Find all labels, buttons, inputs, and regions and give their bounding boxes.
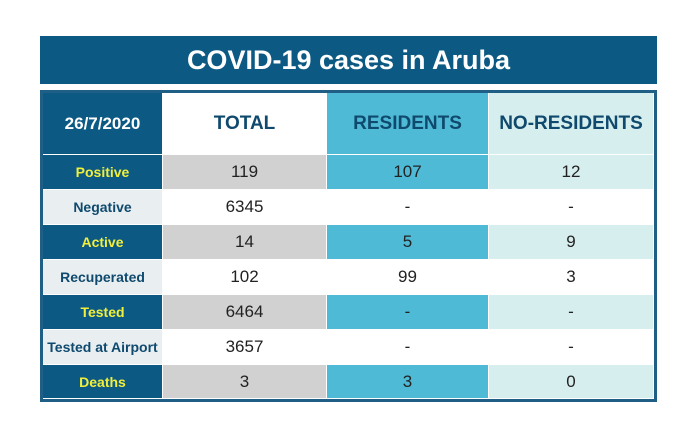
positive-total: 119 — [163, 155, 327, 190]
covid-stats-card: COVID-19 cases in Aruba 26/7/2020 TOTAL … — [40, 36, 657, 402]
no-residents-column-header: NO-RESIDENTS — [489, 93, 654, 155]
recuperated-no-residents: 3 — [489, 260, 654, 295]
stats-table: 26/7/2020 TOTAL RESIDENTS NO-RESIDENTS P… — [43, 93, 654, 399]
row-label-recuperated: Recuperated — [43, 260, 163, 295]
residents-column-header: RESIDENTS — [327, 93, 489, 155]
row-label-negative: Negative — [43, 190, 163, 225]
tested-at-airport-total: 3657 — [163, 330, 327, 365]
negative-total: 6345 — [163, 190, 327, 225]
row-label-active: Active — [43, 225, 163, 260]
tested-at-airport-no-residents: - — [489, 330, 654, 365]
positive-no-residents: 12 — [489, 155, 654, 190]
active-no-residents: 9 — [489, 225, 654, 260]
tested-no-residents: - — [489, 295, 654, 330]
row-label-positive: Positive — [43, 155, 163, 190]
row-label-tested-at-airport: Tested at Airport — [43, 330, 163, 365]
recuperated-residents: 99 — [327, 260, 489, 295]
active-residents: 5 — [327, 225, 489, 260]
negative-residents: - — [327, 190, 489, 225]
recuperated-total: 102 — [163, 260, 327, 295]
tested-residents: - — [327, 295, 489, 330]
deaths-residents: 3 — [327, 365, 489, 399]
table-title: COVID-19 cases in Aruba — [40, 36, 657, 84]
date-header: 26/7/2020 — [43, 93, 163, 155]
row-label-tested: Tested — [43, 295, 163, 330]
negative-no-residents: - — [489, 190, 654, 225]
row-label-deaths: Deaths — [43, 365, 163, 399]
tested-total: 6464 — [163, 295, 327, 330]
total-column-header: TOTAL — [163, 93, 327, 155]
deaths-total: 3 — [163, 365, 327, 399]
positive-residents: 107 — [327, 155, 489, 190]
active-total: 14 — [163, 225, 327, 260]
tested-at-airport-residents: - — [327, 330, 489, 365]
deaths-no-residents: 0 — [489, 365, 654, 399]
title-separator — [40, 84, 657, 90]
